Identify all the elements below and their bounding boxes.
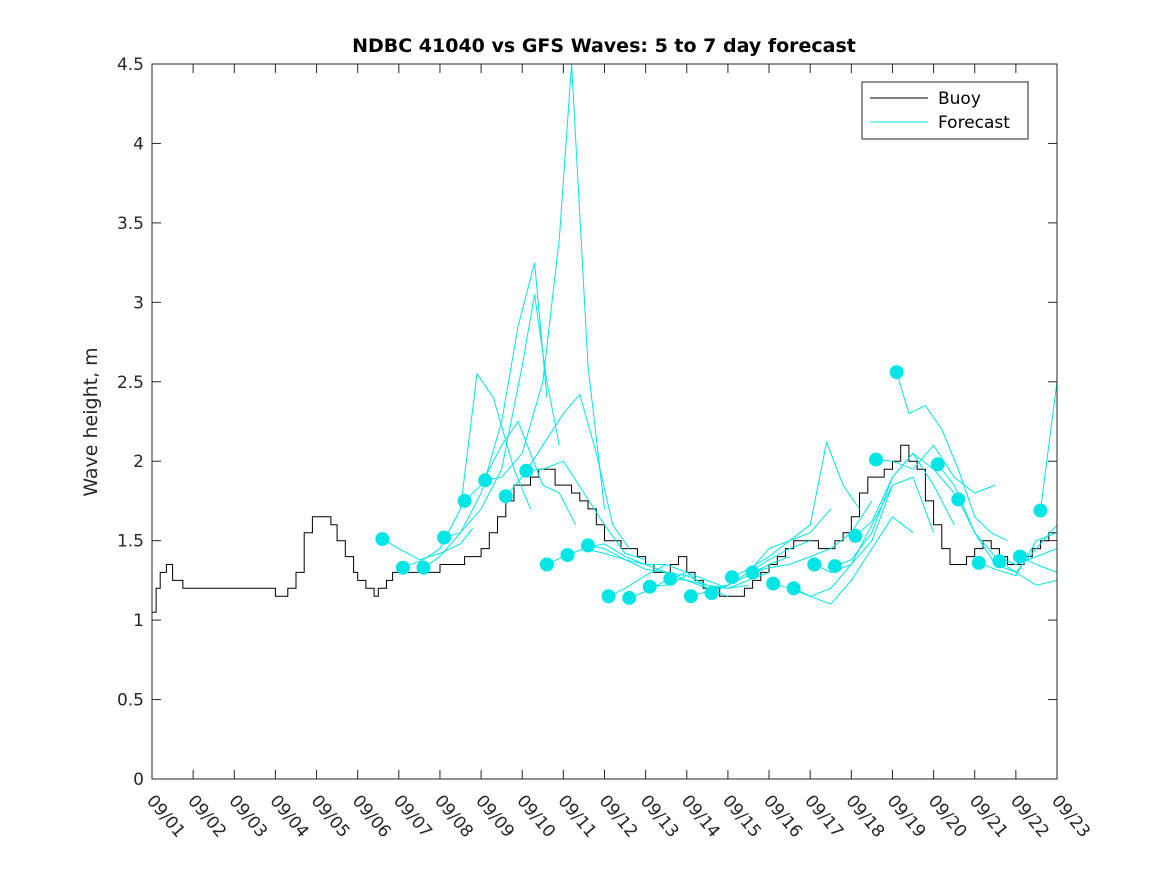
forecast-start-point [375, 532, 390, 547]
forecast-start-point [951, 492, 966, 507]
forecast-start-point [622, 590, 637, 605]
forecast-series-8 [526, 460, 646, 561]
forecast-start-point [601, 589, 616, 604]
legend: Buoy Forecast [861, 81, 1029, 140]
y-tick-label: 3.5 [117, 214, 144, 234]
forecast-start-point [1013, 549, 1027, 564]
buoy-series [152, 444, 1057, 613]
forecast-start-point [395, 560, 410, 575]
forecast-series-32 [1040, 381, 1058, 511]
forecast-series-26 [896, 372, 1008, 542]
forecast-series-30 [999, 560, 1058, 586]
y-tick-label: 4 [133, 134, 144, 154]
forecast-start-point [930, 457, 945, 472]
forecast-start-point [437, 530, 452, 545]
plot-background [152, 64, 1057, 779]
y-tick-label: 4.5 [117, 55, 144, 75]
plot-area: 09/0109/0209/0309/0409/0509/0609/0709/08… [117, 55, 1094, 842]
forecast-series-21 [793, 516, 914, 605]
y-tick-label: 0.5 [117, 691, 144, 711]
forecast-series-1 [382, 527, 474, 561]
forecast-series-29 [978, 532, 1058, 577]
forecast-series-22 [814, 476, 935, 573]
forecast-start-point [1033, 503, 1048, 518]
chart-title: NDBC 41040 vs GFS Waves: 5 to 7 day fore… [352, 35, 856, 57]
forecast-start-point [992, 554, 1007, 569]
forecast-start-point [663, 571, 678, 586]
forecast-series-28 [957, 499, 1058, 573]
forecast-start-point [725, 570, 739, 585]
forecast-start-point [539, 557, 554, 572]
forecast-start-point [457, 493, 472, 508]
forecast-start-point [848, 528, 863, 543]
forecast-start-point [683, 589, 698, 604]
forecast-series-3 [423, 262, 548, 569]
forecast-series-25 [875, 444, 996, 494]
forecast-start-point [416, 560, 431, 575]
legend-forecast-label: Forecast [938, 113, 1010, 133]
y-tick-label: 1 [133, 611, 144, 631]
y-tick-label: 2.5 [117, 373, 144, 393]
y-tick-label: 1.5 [117, 532, 144, 552]
forecast-start-point [889, 365, 904, 380]
forecast-start-point [807, 557, 822, 572]
forecast-start-point [971, 555, 986, 570]
forecast-start-point [642, 579, 657, 594]
forecast-start-point [786, 581, 801, 596]
forecast-start-point [745, 565, 760, 580]
forecast-start-point [478, 473, 493, 488]
forecast-start-point [827, 559, 842, 574]
forecast-start-point [519, 463, 534, 478]
forecast-series-17 [711, 508, 832, 594]
forecast-start-point [581, 538, 595, 553]
forecast-series-2 [402, 372, 531, 569]
forecast-series-14 [649, 571, 770, 589]
legend-buoy-label: Buoy [938, 89, 981, 109]
y-tick-label: 0 [133, 770, 144, 790]
forecast-start-point [766, 576, 781, 591]
y-tick-label: 2 [133, 452, 144, 472]
forecast-start-point [704, 586, 719, 601]
legend-box [861, 81, 1029, 140]
forecast-series-6 [485, 63, 605, 509]
forecast-start-point [560, 548, 575, 562]
y-axis-label: Wave height, m [80, 347, 102, 496]
forecast-start-point [498, 489, 513, 504]
y-tick-label: 3 [133, 293, 144, 313]
forecast-start-point [869, 452, 883, 467]
